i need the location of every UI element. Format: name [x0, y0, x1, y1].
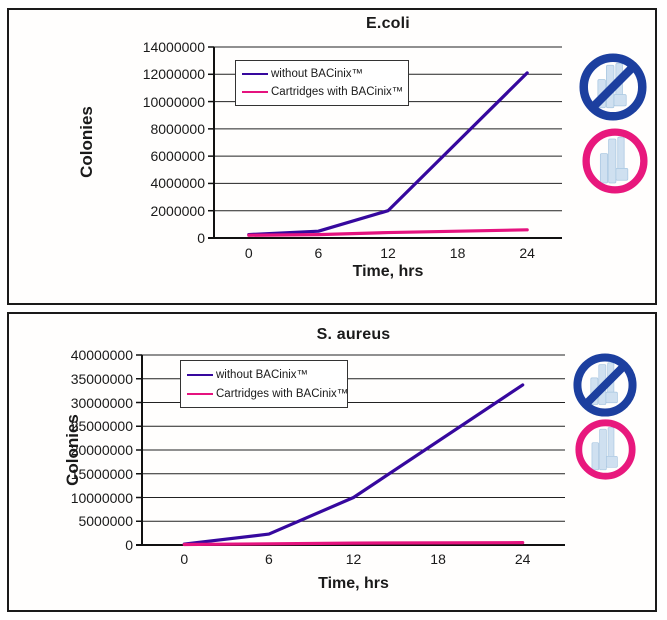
y-tick-label: 2000000: [150, 202, 205, 219]
x-axis-label-time: Time, hrs: [318, 575, 389, 592]
x-tick-label: 12: [380, 245, 396, 261]
pink-circle-icon: [575, 419, 636, 480]
legend-label-without: without BACinix™: [216, 368, 309, 381]
y-tick-label: 25000000: [70, 418, 133, 435]
prohibited-cartridge-icon: [579, 53, 647, 121]
x-tick-label: 18: [449, 245, 466, 261]
y-tick-label: 4000000: [150, 175, 205, 192]
no-slash-icon: [590, 64, 636, 110]
x-tick-label: 0: [180, 551, 189, 567]
y-tick-label: 30000000: [70, 394, 133, 411]
chart-title-ecoli: E.coli: [366, 15, 410, 32]
y-tick-label: 14000000: [142, 39, 205, 55]
legend-line-with-icon: [187, 392, 213, 395]
x-tick-label: 12: [345, 551, 362, 567]
bacinix-cartridge-icon: [575, 419, 636, 480]
legend-line-with-icon: [242, 91, 268, 93]
x-tick-label: 24: [514, 551, 531, 567]
x-axis-label-time: Time, hrs: [352, 263, 424, 280]
y-tick-label: 6000000: [150, 148, 205, 165]
legend-ecoli: without BACinix™ Cartridges with BACinix…: [235, 60, 409, 106]
y-tick-label: 35000000: [70, 370, 133, 387]
legend-line-without-icon: [242, 73, 268, 75]
legend-label-without: without BACinix™: [271, 68, 364, 80]
x-tick-label: 18: [430, 551, 446, 567]
legend-entry-without: without BACinix™: [242, 65, 400, 83]
no-slash-icon: [583, 363, 627, 407]
no-circle-icon: [573, 353, 637, 417]
y-tick-label: 0: [197, 230, 205, 246]
y-tick-label: 8000000: [150, 120, 205, 137]
legend-entry-with: Cartridges with BACinix™: [242, 83, 404, 101]
y-tick-label: 5000000: [78, 513, 133, 530]
prohibited-cartridge-icon: [573, 353, 637, 417]
saureus-plot-area: [136, 354, 565, 547]
x-tick-label: 0: [244, 245, 253, 261]
saureus-chart-panel: S. aureus Colonies 0 5000000 10000000 15000…: [7, 312, 657, 612]
y-tick-label: 10000000: [70, 489, 133, 506]
ecoli-chart-panel: E.coli Colonies 0 2000000 4000000 6000000 80…: [7, 8, 657, 305]
legend-saureus: without BACinix™ Cartridges with BACinix…: [180, 360, 348, 408]
y-tick-label: 12000000: [142, 66, 205, 83]
y-tick-label: 0: [125, 537, 133, 553]
y-tick-label: 40000000: [70, 347, 133, 363]
chart-title-saureus: S. aureus: [316, 326, 391, 343]
cartridge-glyph: [599, 136, 629, 184]
legend-line-without-icon: [187, 373, 213, 376]
bacinix-cartridge-icon: [582, 128, 648, 194]
x-tick-label: 6: [314, 245, 323, 261]
x-tick-label: 6: [264, 551, 273, 567]
pink-circle-icon: [582, 128, 648, 194]
y-tick-label: 10000000: [142, 93, 205, 110]
y-tick-label: 15000000: [70, 465, 133, 482]
legend-label-with: Cartridges with BACinix™: [216, 387, 349, 400]
legend-entry-without: without BACinix™: [187, 366, 339, 384]
x-tick-label: 24: [519, 245, 535, 261]
no-circle-icon: [579, 53, 647, 121]
legend-label-with: Cartridges with BACinix™: [271, 86, 404, 98]
legend-entry-with: Cartridges with BACinix™: [187, 385, 348, 403]
cartridge-glyph: [591, 427, 618, 471]
y-tick-label: 20000000: [70, 442, 133, 458]
